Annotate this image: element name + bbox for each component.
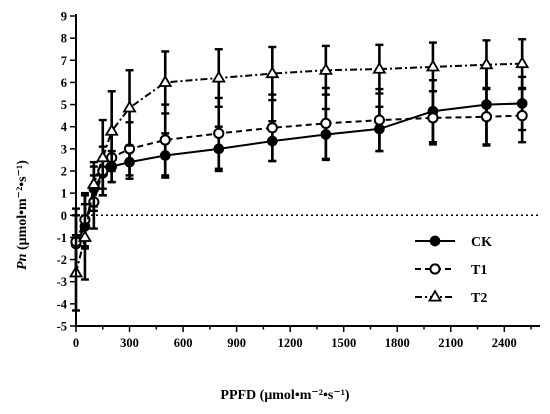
y-tick-label: -2 (57, 253, 67, 267)
x-tick-label: 2100 (438, 336, 463, 350)
x-tick-label: 1800 (385, 336, 410, 350)
data-point-t2 (372, 61, 387, 74)
y-tick-label: 1 (61, 187, 67, 201)
legend-item-t1: T1 (415, 263, 487, 278)
data-point-t2 (265, 65, 280, 79)
y-tick-label: 5 (61, 98, 67, 112)
data-point-t2 (104, 123, 119, 136)
x-axis-title: PPFD (μmol•m⁻²•s⁻¹) (220, 388, 350, 403)
legend-item-ck: CK (415, 235, 492, 250)
data-point-t2 (318, 62, 333, 75)
x-tick-label: 2400 (492, 336, 517, 350)
x-tick-label: 300 (120, 336, 139, 350)
y-tick-label: 2 (61, 165, 67, 179)
x-tick-label: 900 (227, 336, 246, 350)
data-point-t2 (95, 150, 110, 163)
y-tick-label: 8 (61, 32, 67, 46)
data-point-t1 (266, 122, 278, 134)
legend-item-t2: T2 (415, 289, 487, 306)
data-point-t2 (122, 100, 137, 113)
legend-label-ck: CK (471, 235, 492, 250)
data-point-t2 (425, 59, 441, 72)
y-tick-label: 6 (61, 76, 67, 90)
legend-marker-t1 (429, 263, 441, 275)
series-layer (68, 38, 530, 312)
data-point-t1 (480, 111, 493, 123)
y-tick-label: 3 (61, 142, 67, 156)
legend-label-t1: T1 (471, 263, 487, 278)
data-point-t1 (516, 110, 528, 122)
y-tick-label: 9 (61, 10, 67, 24)
data-point-t1 (373, 114, 385, 126)
y-tick-label: -3 (57, 275, 67, 289)
data-point-t2 (515, 56, 530, 69)
series-line-ck (75, 102, 523, 245)
series-line-t1 (75, 114, 523, 243)
data-point-t2 (211, 70, 226, 83)
x-tick-label: 0 (73, 336, 79, 350)
series-t2 (68, 38, 530, 312)
y-axis-title-units: (μmol•m⁻²•s⁻¹) (15, 160, 30, 254)
legend-label-t2: T2 (471, 291, 487, 306)
y-tick-label: 0 (61, 209, 67, 223)
data-point-t1 (159, 134, 171, 146)
data-point-t2 (86, 176, 101, 189)
axes: -5 -4 -3 -2 -1 0 1 2 3 4 5 6 7 8 9 0 300 600 900 1200 1500 18… (57, 10, 540, 350)
y-tick-label: 7 (61, 54, 67, 68)
data-point-t2 (479, 57, 494, 70)
y-tick-label: -1 (57, 231, 67, 245)
data-point-t1 (213, 127, 225, 139)
data-point-t2 (77, 229, 93, 242)
x-tick-label: 1500 (331, 336, 356, 350)
series-t1 (70, 86, 528, 277)
legend: CK T1 T2 (415, 235, 492, 306)
data-point-t1 (427, 112, 439, 124)
y-axis-title: Pn (μmol•m⁻²•s⁻¹) (15, 160, 30, 270)
legend-marker-t2 (427, 289, 443, 302)
series-ck (70, 63, 528, 275)
data-point-t2 (158, 74, 173, 87)
series-line-t2 (75, 62, 523, 274)
y-tick-label: -5 (57, 320, 67, 334)
data-point-t1 (320, 117, 332, 129)
y-axis-title-symbol: Pn (15, 253, 30, 270)
x-tick-label: 600 (174, 336, 193, 350)
x-tick-label: 1200 (278, 336, 303, 350)
y-tick-label: 4 (61, 120, 68, 134)
legend-marker-ck (429, 235, 441, 247)
y-tick-label: -4 (57, 297, 68, 311)
